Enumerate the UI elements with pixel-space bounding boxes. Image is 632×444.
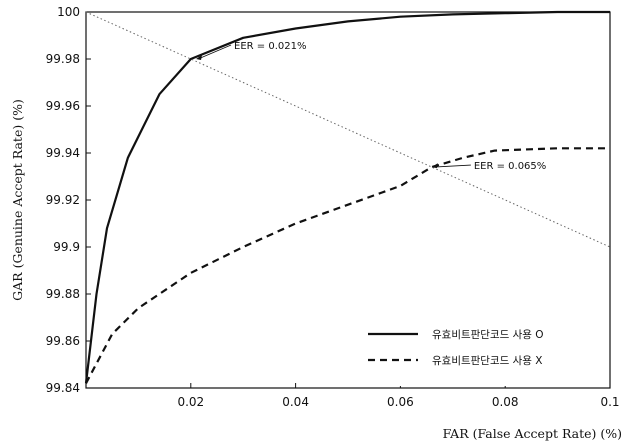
series-layer bbox=[84, 10, 611, 384]
annotation-label: EER = 0.065% bbox=[474, 161, 546, 172]
annotations: EER = 0.021% EER = 0.065% bbox=[196, 41, 546, 172]
y-tick-label: 99.92 bbox=[46, 193, 80, 207]
series-line-dotted bbox=[85, 11, 611, 248]
annotation-arrowhead bbox=[431, 163, 438, 169]
y-axis-label: GAR (Genuine Accept Rate) (%) bbox=[10, 99, 25, 301]
annotation-arrow bbox=[197, 44, 232, 60]
legend-label-solid: 유효비트판단코드 사용 O bbox=[432, 329, 544, 341]
x-axis-label: FAR (False Accept Rate) (%) bbox=[443, 426, 622, 441]
legend-label-dashed: 유효비트판단코드 사용 X bbox=[432, 355, 542, 367]
legend-box bbox=[356, 320, 608, 386]
y-tick-label: 99.96 bbox=[46, 99, 80, 113]
y-axis-ticks: 99.84 99.86 99.88 99.9 99.92 99.94 99.96 99.98 1… bbox=[46, 5, 91, 395]
series-line-dashed bbox=[85, 147, 610, 384]
x-tick-label: 0.08 bbox=[492, 395, 519, 409]
legend: 유효비트판단코드 사용 O 유효비트판단코드 사용 X bbox=[356, 320, 608, 386]
y-tick-label: 99.9 bbox=[53, 240, 80, 254]
x-tick-label: 0.06 bbox=[387, 395, 414, 409]
annotation-label: EER = 0.021% bbox=[234, 41, 306, 52]
y-tick-label: 99.86 bbox=[46, 334, 80, 348]
annotation-arrowhead bbox=[196, 55, 203, 60]
y-tick-label: 99.88 bbox=[46, 287, 80, 301]
x-axis-ticks: 0.02 0.04 0.06 0.08 0.1 bbox=[177, 383, 620, 409]
y-tick-label: 99.84 bbox=[46, 381, 80, 395]
x-tick-label: 0.02 bbox=[177, 395, 204, 409]
y-tick-label: 100 bbox=[57, 5, 80, 19]
x-tick-label: 0.04 bbox=[282, 395, 309, 409]
y-tick-label: 99.94 bbox=[46, 146, 80, 160]
annotation-arrow bbox=[433, 164, 471, 168]
y-tick-label: 99.98 bbox=[46, 52, 80, 66]
series-line-solid bbox=[84, 10, 610, 384]
x-tick-label: 0.1 bbox=[600, 395, 619, 409]
